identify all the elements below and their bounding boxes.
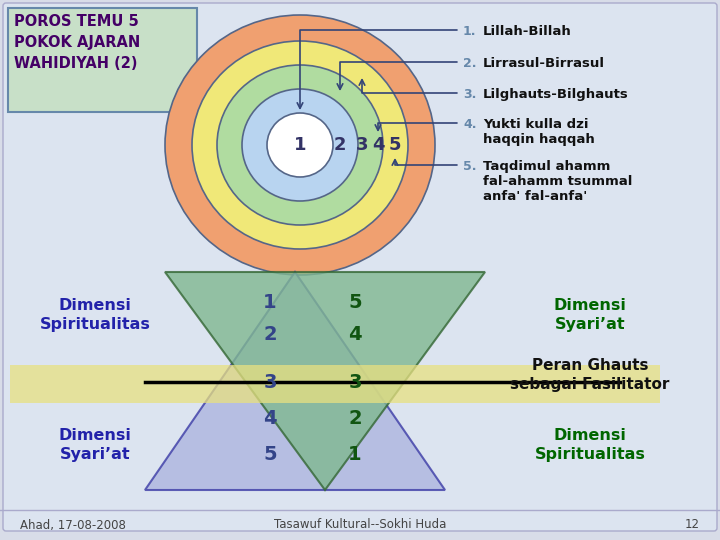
FancyBboxPatch shape (3, 3, 717, 531)
Text: 4: 4 (264, 408, 276, 428)
Text: 2.: 2. (463, 57, 477, 70)
Text: 3: 3 (348, 373, 361, 392)
Text: 4: 4 (372, 136, 384, 154)
Text: Dimensi
Syari’at: Dimensi Syari’at (554, 298, 626, 333)
Text: 12: 12 (685, 518, 700, 531)
Text: 4: 4 (348, 326, 362, 345)
Text: 5: 5 (348, 294, 362, 313)
Text: Taqdimul ahamm
fal-ahamm tsummal
anfa' fal-anfa': Taqdimul ahamm fal-ahamm tsummal anfa' f… (483, 160, 632, 203)
Bar (10, 365, 660, 403)
Text: 2: 2 (264, 326, 276, 345)
Text: 4.: 4. (463, 118, 477, 131)
Ellipse shape (165, 15, 435, 275)
Text: Yukti kulla dzi
haqqin haqqah: Yukti kulla dzi haqqin haqqah (483, 118, 595, 146)
Ellipse shape (192, 41, 408, 249)
Text: 2: 2 (348, 408, 362, 428)
Text: 1: 1 (348, 446, 362, 464)
Text: 1.: 1. (463, 25, 477, 38)
Text: Ahad, 17-08-2008: Ahad, 17-08-2008 (20, 518, 126, 531)
Text: 5.: 5. (463, 160, 477, 173)
Text: Dimensi
Spiritualitas: Dimensi Spiritualitas (534, 428, 645, 462)
Text: 5: 5 (389, 136, 401, 154)
Polygon shape (165, 272, 485, 490)
Text: 3: 3 (264, 373, 276, 392)
Text: Peran Ghauts
sebagai Fasilitator: Peran Ghauts sebagai Fasilitator (510, 357, 670, 393)
Text: 5: 5 (264, 446, 276, 464)
Text: POROS TEMU 5
POKOK AJARAN
WAHIDIYAH (2): POROS TEMU 5 POKOK AJARAN WAHIDIYAH (2) (14, 14, 140, 71)
Text: Dimensi
Syari’at: Dimensi Syari’at (58, 428, 132, 462)
Text: 1: 1 (294, 136, 306, 154)
Text: Lillah-Billah: Lillah-Billah (483, 25, 572, 38)
Ellipse shape (217, 65, 383, 225)
Text: Tasawuf Kultural--Sokhi Huda: Tasawuf Kultural--Sokhi Huda (274, 518, 446, 531)
FancyBboxPatch shape (8, 8, 197, 112)
Ellipse shape (267, 113, 333, 177)
Text: 3.: 3. (463, 88, 477, 101)
Text: 1: 1 (264, 294, 276, 313)
Text: Lilghauts-Bilghauts: Lilghauts-Bilghauts (483, 88, 629, 101)
Text: Lirrasul-Birrasul: Lirrasul-Birrasul (483, 57, 605, 70)
Text: Dimensi
Spiritualitas: Dimensi Spiritualitas (40, 298, 150, 333)
Ellipse shape (242, 89, 358, 201)
Polygon shape (145, 272, 445, 490)
Text: 2: 2 (334, 136, 346, 154)
Text: 3: 3 (356, 136, 368, 154)
